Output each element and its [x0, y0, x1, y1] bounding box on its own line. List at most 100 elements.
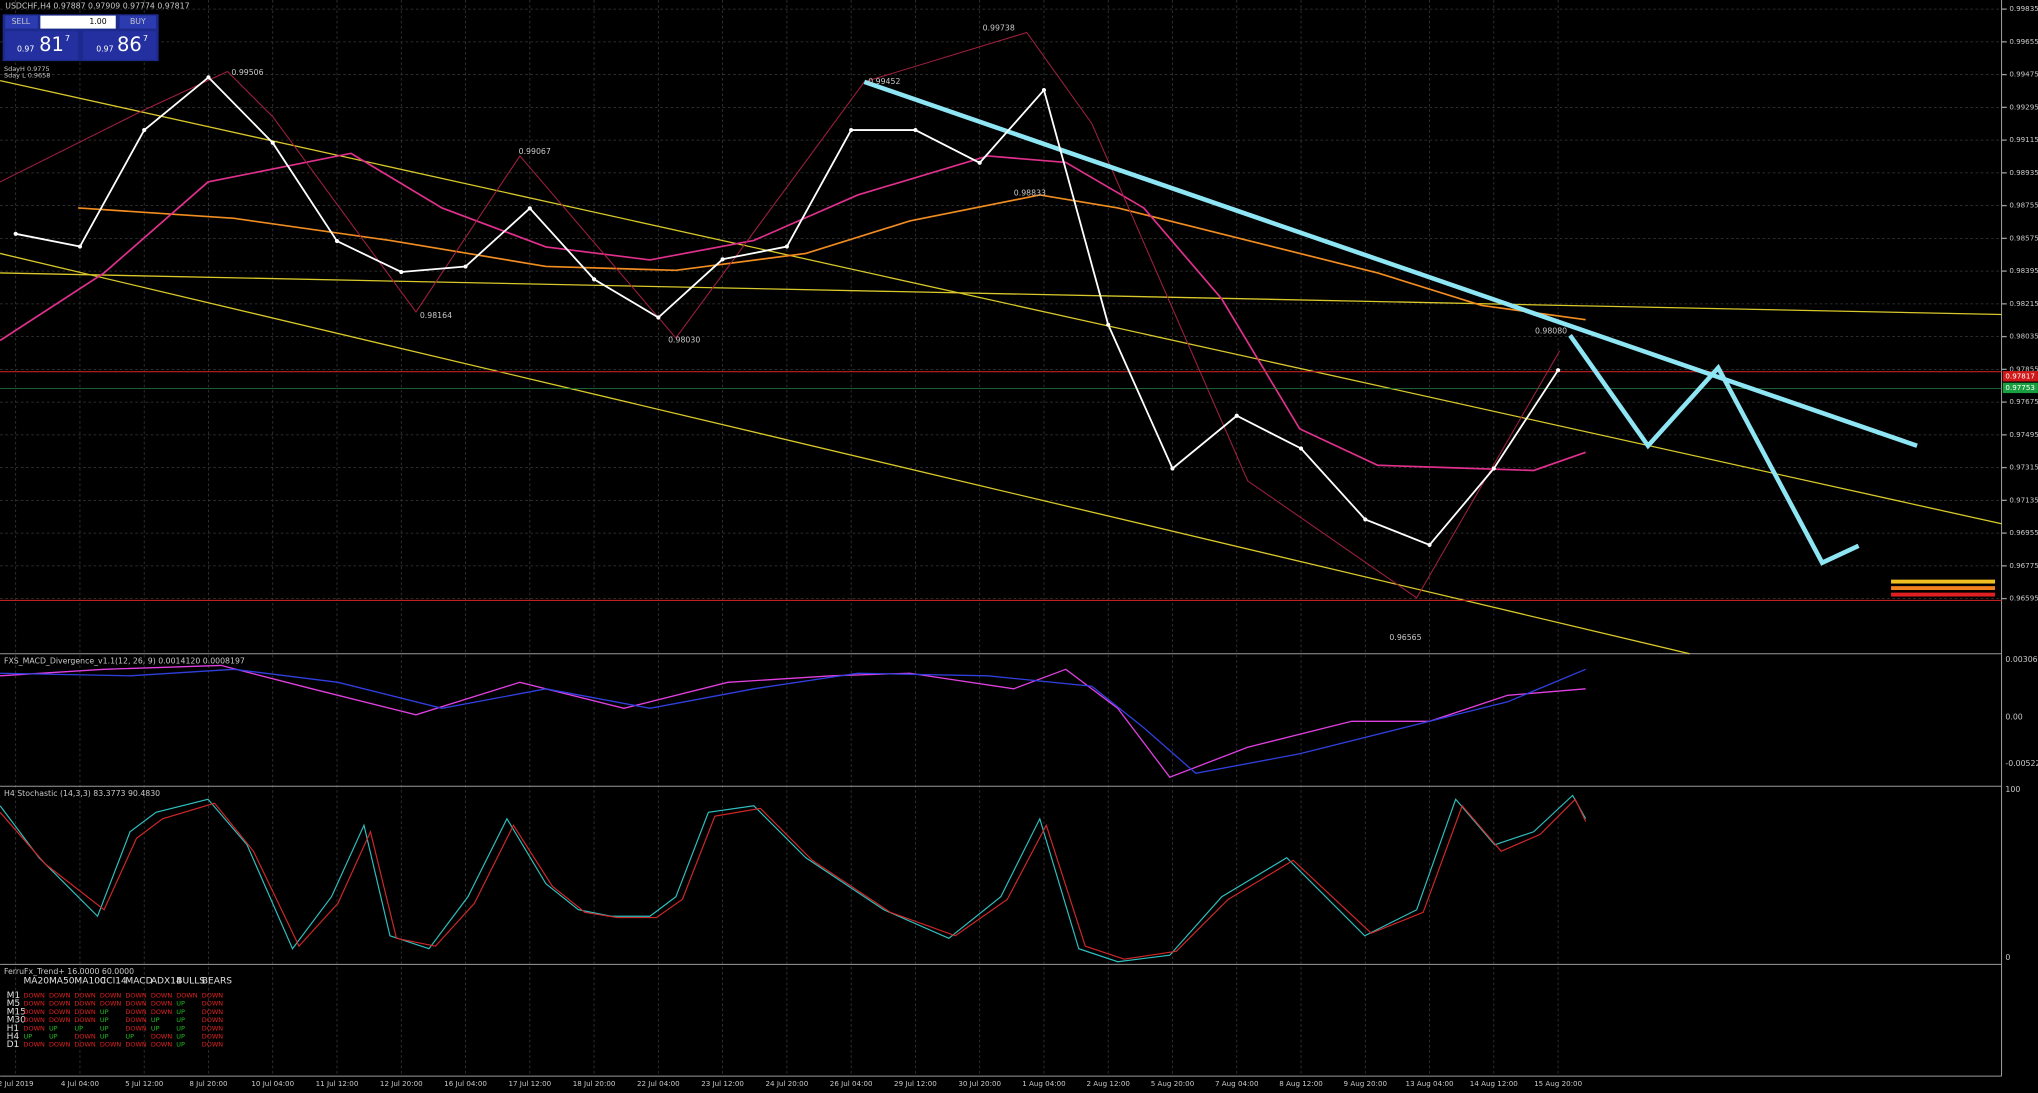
trend-cell: UP: [125, 1032, 134, 1040]
trend-cell: UP: [49, 1024, 58, 1032]
trend-cell: UP: [74, 1024, 83, 1032]
trend-cell: DOWN: [151, 1000, 173, 1008]
trend-cell: DOWN: [202, 1016, 224, 1024]
buy-fraction[interactable]: 7: [143, 34, 148, 43]
stochastic-d: [0, 798, 1587, 960]
price-point: [77, 244, 83, 249]
y-tick-label: 0.97315: [2009, 463, 2038, 472]
trend-cell: DOWN: [151, 1032, 173, 1040]
x-tick-label: 8 Aug 12:00: [1279, 1079, 1323, 1088]
trend-cell: DOWN: [23, 1008, 45, 1016]
sell-price-box[interactable]: [5, 31, 79, 60]
y-tick-label: 0.98395: [2009, 266, 2038, 275]
trend-cell: UP: [100, 1032, 109, 1040]
trend-timeframe: M5: [7, 999, 21, 1009]
price-point: [1491, 466, 1496, 471]
trend-cell: DOWN: [202, 1008, 224, 1016]
trade-panel: SELL 1.00 BUY 0.97 81 7 0.97 86 7: [2, 14, 159, 62]
price-annotation: 0.99506: [231, 68, 263, 77]
trend-cell: DOWN: [23, 992, 45, 1000]
price-point: [1556, 368, 1561, 373]
trend-timeframe: D1: [7, 1040, 20, 1050]
buy-button[interactable]: [119, 15, 157, 29]
x-tick-label: 2 Aug 12:00: [1086, 1079, 1130, 1088]
price-point: [334, 238, 340, 244]
y-tick-label: 0.96595: [2009, 594, 2038, 603]
sell-pips[interactable]: 81: [39, 33, 64, 56]
macd-lines: [0, 664, 1586, 778]
price-tag: [2002, 382, 2038, 394]
trend-cell: DOWN: [49, 1000, 71, 1008]
trend-cell: DOWN: [74, 1041, 96, 1049]
macd-line: [0, 664, 1586, 778]
price-point: [1298, 446, 1304, 451]
sell-label[interactable]: SELL: [12, 17, 31, 26]
x-tick-label: 26 Jul 04:00: [830, 1079, 873, 1088]
signal-line: [0, 668, 1586, 774]
y-tick-label: 0.99655: [2009, 37, 2038, 46]
trend-cell: DOWN: [151, 1008, 173, 1016]
price-point: [977, 160, 982, 165]
stochastic-tick: 0: [2005, 953, 2010, 962]
price-annotation: 0.99452: [868, 77, 900, 86]
price-point: [1170, 466, 1175, 471]
price-point: [399, 269, 404, 275]
x-tick-label: 12 Jul 20:00: [380, 1079, 423, 1088]
price-annotation: 0.99067: [519, 147, 551, 156]
trend-cell: DOWN: [125, 1024, 147, 1032]
trend-cell: DOWN: [125, 1000, 147, 1008]
buy-price-box[interactable]: [83, 31, 157, 60]
trend-cell: UP: [176, 1016, 185, 1024]
lot-input[interactable]: [40, 15, 116, 29]
price-point: [1363, 517, 1368, 522]
sell-fraction[interactable]: 7: [65, 34, 70, 43]
sell-button[interactable]: [5, 15, 38, 29]
x-tick-label: 11 Jul 12:00: [316, 1079, 359, 1088]
strength-bar: [1891, 579, 1996, 584]
trend-cell: DOWN: [49, 1041, 71, 1049]
price-point: [913, 128, 918, 133]
buy-label[interactable]: BUY: [130, 17, 146, 26]
y-tick-label: 0.98755: [2009, 201, 2038, 210]
stochastic-lines: [0, 794, 1587, 963]
trend-header: MA100: [74, 977, 106, 987]
day-low: Sday L 0.9658: [4, 71, 50, 79]
y-tick-label: 0.98215: [2009, 299, 2038, 308]
channel-line: [0, 272, 2002, 316]
price-annotation: 0.96565: [1389, 633, 1421, 642]
day-high: SdayH 0.9775: [4, 65, 50, 73]
grid: [0, 0, 2002, 1077]
x-tick-label: 5 Aug 20:00: [1151, 1079, 1195, 1088]
price-tag: [2002, 371, 2038, 382]
x-tick-label: 5 Jul 12:00: [125, 1079, 164, 1088]
trend-cell: DOWN: [49, 1016, 71, 1024]
y-tick-label: 0.98575: [2009, 233, 2038, 242]
trend-timeframe: H4: [7, 1032, 20, 1042]
y-tick-label: 0.97135: [2009, 495, 2038, 504]
x-tick-label: 30 Jul 20:00: [958, 1079, 1001, 1088]
forecast-path: [1568, 333, 1860, 566]
trend-cell: DOWN: [176, 992, 198, 1000]
macd-tick: -0.00522: [2005, 759, 2038, 768]
y-tick-label: 0.97855: [2009, 364, 2038, 373]
lot-value[interactable]: 1.00: [89, 17, 106, 26]
trend-cell: DOWN: [23, 1000, 45, 1008]
buy-pips[interactable]: 86: [117, 33, 142, 56]
price-point: [849, 128, 854, 133]
price-annotation: 0.98080: [1535, 326, 1567, 335]
price-point: [527, 206, 532, 211]
buy-price[interactable]: 0.97: [96, 44, 113, 53]
trend-header: ADX14: [151, 977, 182, 987]
trend-cell: DOWN: [125, 1016, 147, 1024]
x-tick-label: 22 Jul 04:00: [637, 1079, 680, 1088]
y-tick-label: 0.98035: [2009, 332, 2038, 341]
y-tick-label: 0.96955: [2009, 528, 2038, 537]
trend-cell: UP: [100, 1024, 109, 1032]
sell-price[interactable]: 0.97: [17, 44, 34, 53]
moving-average: [0, 152, 1586, 472]
x-tick-label: 7 Aug 04:00: [1215, 1079, 1259, 1088]
y-tick-label: 0.99475: [2009, 70, 2038, 79]
